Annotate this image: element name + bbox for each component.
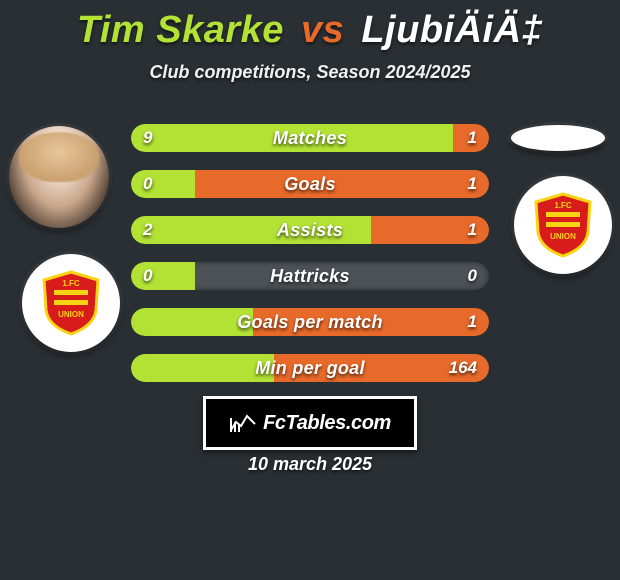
stat-label: Goals	[131, 170, 489, 198]
union-berlin-logo-icon: 1.FC UNION	[528, 190, 598, 260]
stat-row: 00Hattricks	[131, 262, 489, 290]
stat-label: Matches	[131, 124, 489, 152]
stat-bars: 91Matches 01Goals 21Assists 00Hattricks 1Goa…	[131, 124, 489, 400]
player1-name: Tim Skarke	[77, 9, 284, 51]
svg-text:UNION: UNION	[550, 232, 576, 241]
stat-row: 1Goals per match	[131, 308, 489, 336]
player1-club-badge: 1.FC UNION	[22, 254, 120, 352]
union-berlin-logo-icon: 1.FC UNION	[36, 268, 106, 338]
stat-label: Assists	[131, 216, 489, 244]
stat-row: 01Goals	[131, 170, 489, 198]
stat-row: 164Min per goal	[131, 354, 489, 382]
stat-row: 91Matches	[131, 124, 489, 152]
player2-name: LjubiÄiÄ‡	[361, 9, 543, 51]
stat-row: 21Assists	[131, 216, 489, 244]
player1-avatar	[9, 126, 109, 228]
player2-club-badge: 1.FC UNION	[514, 176, 612, 274]
player2-avatar-placeholder	[511, 125, 605, 151]
vs-separator: vs	[301, 9, 344, 51]
subtitle: Club competitions, Season 2024/2025	[0, 62, 620, 83]
stat-label: Min per goal	[131, 354, 489, 382]
stat-label: Hattricks	[131, 262, 489, 290]
svg-text:1.FC: 1.FC	[62, 279, 80, 288]
brand-text: FcTables.com	[263, 412, 391, 435]
stat-label: Goals per match	[131, 308, 489, 336]
chart-spark-icon	[229, 412, 257, 434]
snapshot-date: 10 march 2025	[0, 454, 620, 475]
brand-attribution: FcTables.com	[203, 396, 417, 450]
comparison-title: Tim Skarke vs LjubiÄiÄ‡	[0, 0, 620, 52]
svg-text:1.FC: 1.FC	[554, 201, 572, 210]
svg-text:UNION: UNION	[58, 310, 84, 319]
